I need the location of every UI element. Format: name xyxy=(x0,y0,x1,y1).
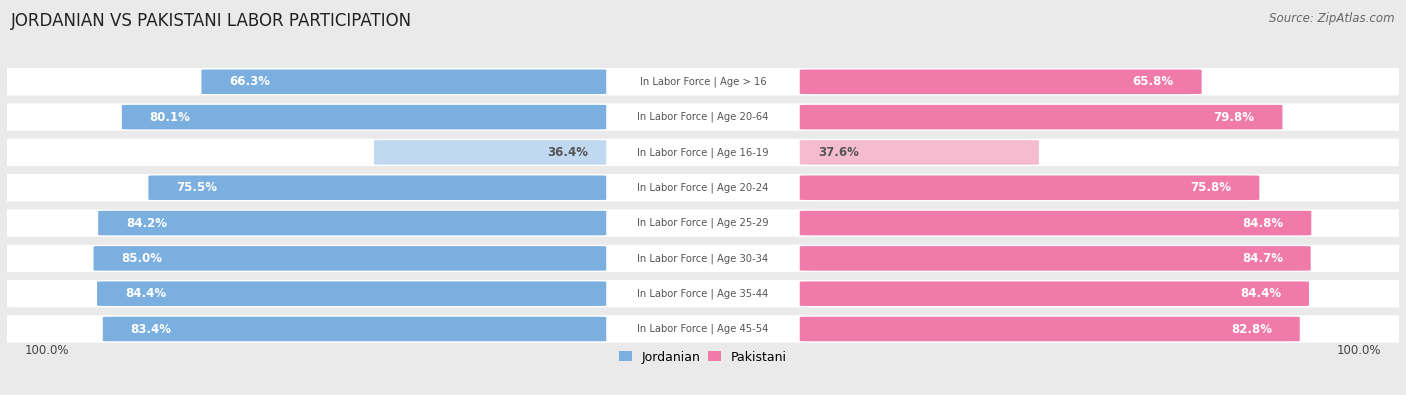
Text: 65.8%: 65.8% xyxy=(1133,75,1174,88)
FancyBboxPatch shape xyxy=(0,209,1406,237)
Text: 84.4%: 84.4% xyxy=(1240,287,1281,300)
Text: 82.8%: 82.8% xyxy=(1230,322,1272,335)
FancyBboxPatch shape xyxy=(122,105,606,130)
Text: 84.7%: 84.7% xyxy=(1241,252,1282,265)
Text: In Labor Force | Age 16-19: In Labor Force | Age 16-19 xyxy=(637,147,769,158)
FancyBboxPatch shape xyxy=(0,68,1406,96)
FancyBboxPatch shape xyxy=(0,245,1406,272)
FancyBboxPatch shape xyxy=(374,140,606,165)
Text: 84.2%: 84.2% xyxy=(127,216,167,229)
Text: 84.4%: 84.4% xyxy=(125,287,166,300)
Text: 80.1%: 80.1% xyxy=(149,111,191,124)
FancyBboxPatch shape xyxy=(800,211,1312,235)
Text: JORDANIAN VS PAKISTANI LABOR PARTICIPATION: JORDANIAN VS PAKISTANI LABOR PARTICIPATI… xyxy=(11,12,412,30)
FancyBboxPatch shape xyxy=(800,317,1299,341)
Text: 85.0%: 85.0% xyxy=(121,252,163,265)
FancyBboxPatch shape xyxy=(0,280,1406,307)
FancyBboxPatch shape xyxy=(800,175,1260,200)
FancyBboxPatch shape xyxy=(800,246,1310,271)
Text: 36.4%: 36.4% xyxy=(547,146,588,159)
FancyBboxPatch shape xyxy=(149,175,606,200)
FancyBboxPatch shape xyxy=(94,246,606,271)
FancyBboxPatch shape xyxy=(0,315,1406,343)
FancyBboxPatch shape xyxy=(201,70,606,94)
Text: In Labor Force | Age 20-64: In Labor Force | Age 20-64 xyxy=(637,112,769,122)
Text: In Labor Force | Age 30-34: In Labor Force | Age 30-34 xyxy=(637,253,769,263)
Text: 75.8%: 75.8% xyxy=(1191,181,1232,194)
Text: In Labor Force | Age 35-44: In Labor Force | Age 35-44 xyxy=(637,288,769,299)
Text: In Labor Force | Age 45-54: In Labor Force | Age 45-54 xyxy=(637,324,769,334)
FancyBboxPatch shape xyxy=(800,281,1309,306)
FancyBboxPatch shape xyxy=(800,105,1282,130)
Text: 37.6%: 37.6% xyxy=(818,146,859,159)
FancyBboxPatch shape xyxy=(0,103,1406,131)
FancyBboxPatch shape xyxy=(0,139,1406,166)
Text: 75.5%: 75.5% xyxy=(176,181,217,194)
FancyBboxPatch shape xyxy=(98,211,606,235)
Text: 100.0%: 100.0% xyxy=(25,344,70,357)
Text: 83.4%: 83.4% xyxy=(131,322,172,335)
Text: 100.0%: 100.0% xyxy=(1336,344,1381,357)
Text: 79.8%: 79.8% xyxy=(1213,111,1254,124)
Text: In Labor Force | Age 20-24: In Labor Force | Age 20-24 xyxy=(637,182,769,193)
Text: In Labor Force | Age > 16: In Labor Force | Age > 16 xyxy=(640,77,766,87)
FancyBboxPatch shape xyxy=(0,174,1406,201)
FancyBboxPatch shape xyxy=(800,70,1202,94)
Text: 66.3%: 66.3% xyxy=(229,75,270,88)
Text: Source: ZipAtlas.com: Source: ZipAtlas.com xyxy=(1270,12,1395,25)
FancyBboxPatch shape xyxy=(800,140,1039,165)
Text: In Labor Force | Age 25-29: In Labor Force | Age 25-29 xyxy=(637,218,769,228)
FancyBboxPatch shape xyxy=(97,281,606,306)
Legend: Jordanian, Pakistani: Jordanian, Pakistani xyxy=(614,346,792,369)
FancyBboxPatch shape xyxy=(103,317,606,341)
Text: 84.8%: 84.8% xyxy=(1243,216,1284,229)
